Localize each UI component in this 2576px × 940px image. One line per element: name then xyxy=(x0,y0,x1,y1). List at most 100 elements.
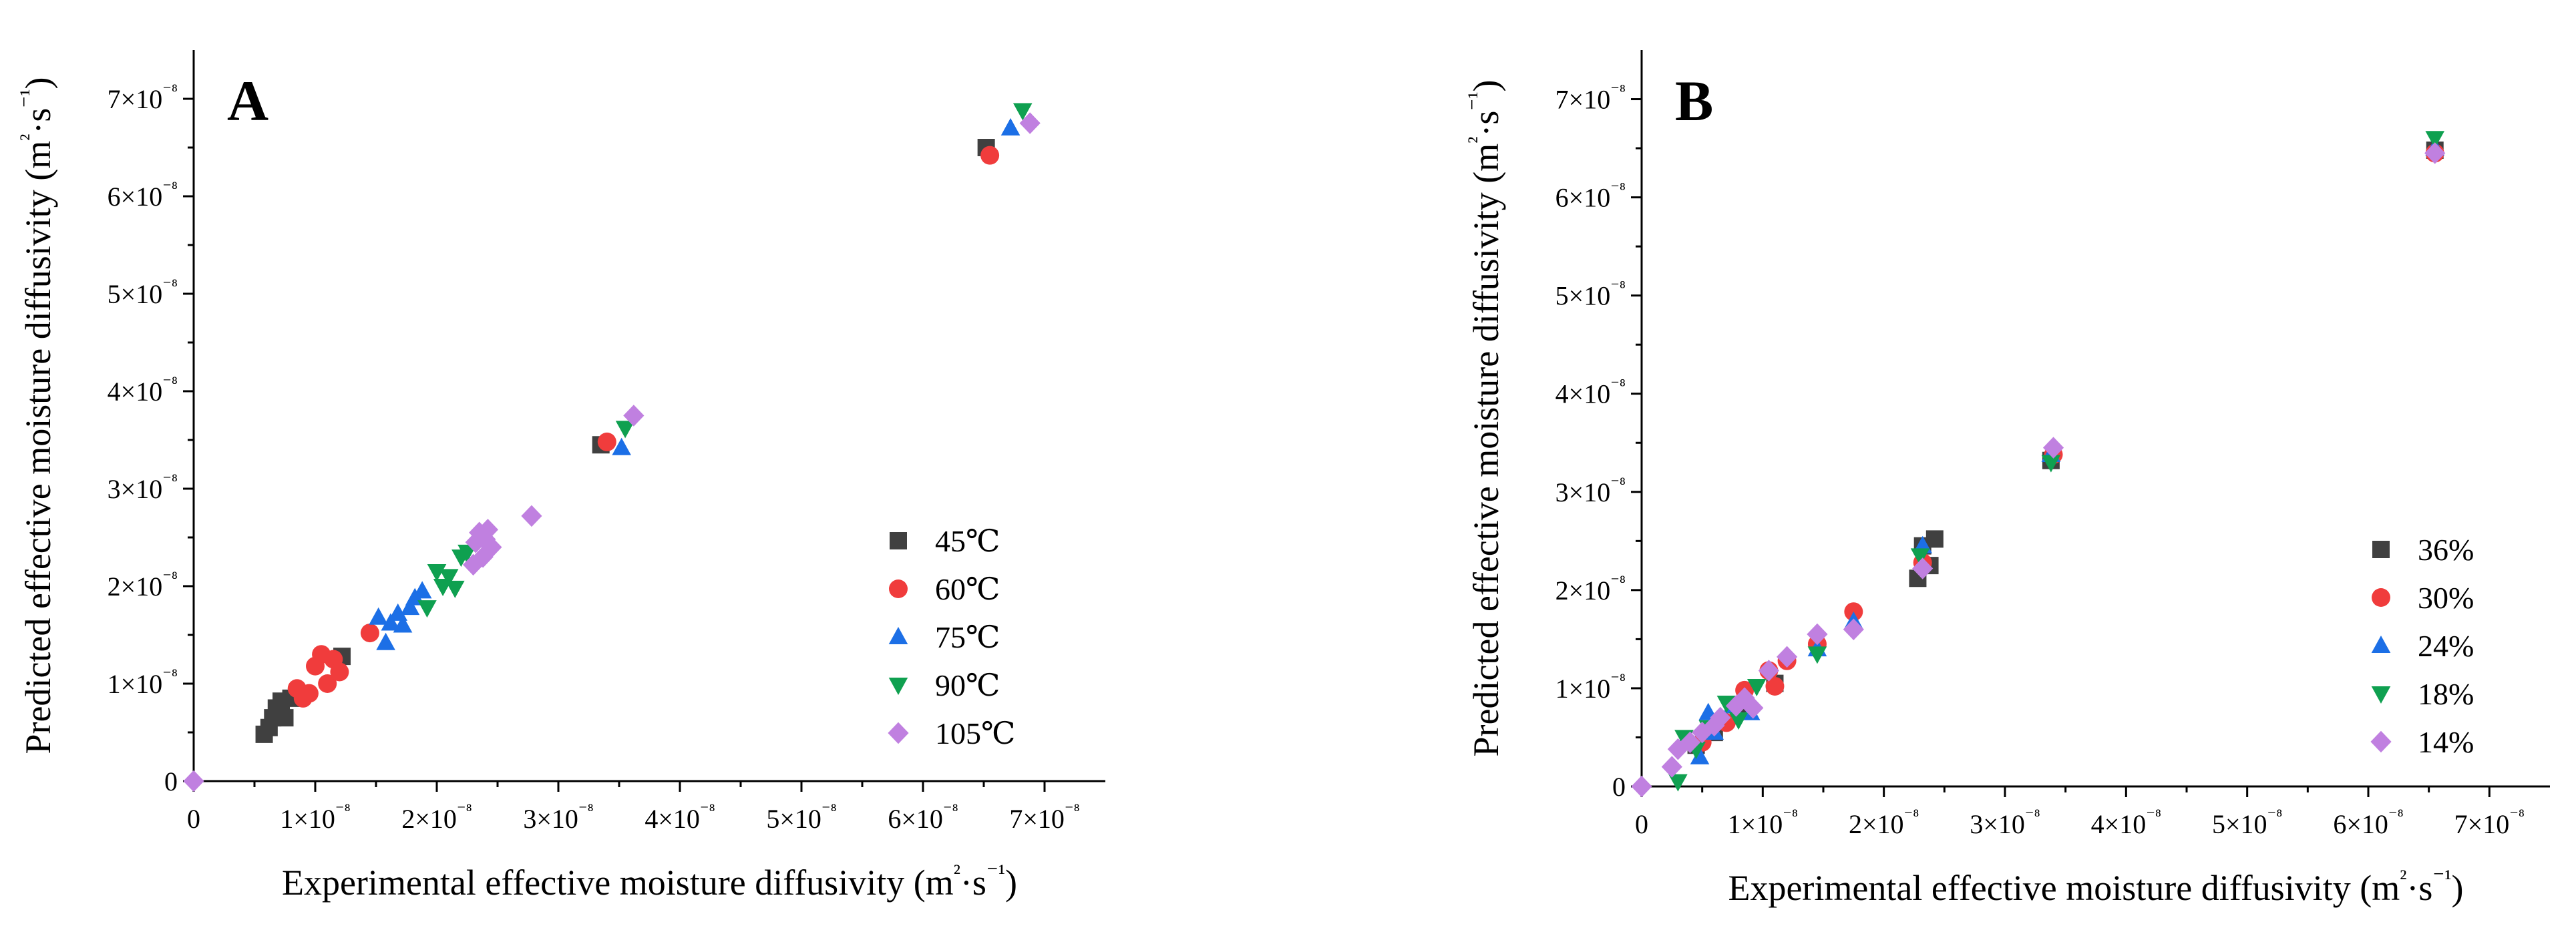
data-point xyxy=(465,531,486,553)
panel-letter: B xyxy=(1675,69,1713,133)
legend-label: 36% xyxy=(2418,533,2474,567)
y-tick-label: 0 xyxy=(1612,772,1626,802)
legend-label: 90℃ xyxy=(935,668,1000,702)
legend-label: 45℃ xyxy=(935,524,1000,558)
data-point xyxy=(318,674,337,693)
x-tick-label: 5×10⁻⁸ xyxy=(766,800,836,834)
y-tick-label: 6×10⁻⁸ xyxy=(1555,180,1626,213)
legend-marker xyxy=(888,722,909,744)
data-point xyxy=(369,607,388,625)
data-point xyxy=(439,569,459,587)
legend-label: 30% xyxy=(2418,581,2474,615)
x-tick-label: 2×10⁻⁸ xyxy=(401,800,472,834)
data-point xyxy=(1661,756,1682,778)
y-tick-label: 3×10⁻⁸ xyxy=(1555,474,1626,507)
data-point xyxy=(597,432,616,451)
data-point xyxy=(477,519,499,541)
legend-marker xyxy=(888,677,908,695)
legend-marker xyxy=(888,627,908,645)
data-point xyxy=(615,421,635,439)
data-point xyxy=(393,615,413,633)
data-point xyxy=(1019,112,1041,134)
data-point xyxy=(521,505,542,527)
data-point xyxy=(427,564,447,582)
data-point xyxy=(1742,697,1764,719)
panel-a: 0 1×10⁻⁸ 2×10⁻⁸ 3×10⁻⁸ 4×10⁻⁸ 5×10⁻⁸ 6×10⁻⁸ 7×1… xyxy=(16,50,1105,903)
legend-label: 18% xyxy=(2418,677,2474,711)
legend-marker xyxy=(2370,730,2392,753)
series-3 xyxy=(369,118,1021,650)
panel-b: 0 1×10⁻⁸ 2×10⁻⁸ 3×10⁻⁸ 4×10⁻⁸ 5×10⁻⁸ 6×10⁻⁸ 7×1… xyxy=(1464,50,2550,908)
data-point xyxy=(481,536,502,558)
legend: 45℃ 60℃ 75℃ 90℃ 105℃ xyxy=(888,524,1015,750)
y-tick-label: 6×10⁻⁸ xyxy=(108,178,178,212)
legend-marker xyxy=(890,532,907,549)
data-point xyxy=(1777,646,1798,668)
data-point xyxy=(1000,118,1021,136)
data-point xyxy=(183,770,204,792)
x-tick-label: 4×10⁻⁸ xyxy=(2091,806,2161,839)
legend-marker xyxy=(889,579,908,598)
x-axis-title: Experimental effective moisture diffusiv… xyxy=(282,861,1017,903)
legend-label: 14% xyxy=(2418,725,2474,759)
y-axis-title: Predicted effective moisture diffusivity… xyxy=(16,77,58,754)
y-tick-label: 4×10⁻⁸ xyxy=(1555,376,1626,409)
data-point xyxy=(1746,678,1767,696)
series-2 xyxy=(1692,144,2444,752)
x-tick-label: 0 xyxy=(187,804,200,834)
data-point xyxy=(1716,695,1736,713)
data-point xyxy=(1668,774,1688,792)
series-1 xyxy=(1687,142,2444,754)
data-point xyxy=(381,613,401,631)
y-tick-label: 5×10⁻⁸ xyxy=(1555,278,1626,311)
data-point xyxy=(475,528,496,551)
series-5 xyxy=(183,112,1041,792)
data-point xyxy=(1925,530,1944,548)
data-point xyxy=(1912,557,1934,579)
data-point xyxy=(1679,731,1701,754)
data-point xyxy=(1631,775,1652,798)
legend-label: 75℃ xyxy=(935,620,1000,654)
panel-letter: A xyxy=(227,69,268,133)
data-point xyxy=(612,437,631,455)
data-point xyxy=(412,581,432,599)
data-point xyxy=(1843,618,1864,640)
series-2 xyxy=(287,146,1000,708)
legend-label: 24% xyxy=(2418,629,2474,663)
x-tick-label: 7×10⁻⁸ xyxy=(1009,800,1079,834)
data-point xyxy=(1013,103,1033,121)
x-tick-label: 5×10⁻⁸ xyxy=(2212,806,2282,839)
legend-label: 60℃ xyxy=(935,572,1000,606)
data-point xyxy=(1807,623,1828,646)
data-point xyxy=(330,662,349,682)
x-tick-label: 6×10⁻⁸ xyxy=(2333,806,2403,839)
data-point xyxy=(2425,131,2445,149)
y-tick-label: 0 xyxy=(164,766,178,796)
data-point xyxy=(1690,746,1710,764)
y-tick-label: 7×10⁻⁸ xyxy=(1555,81,1626,115)
series-4 xyxy=(1668,131,2445,792)
legend-marker xyxy=(2372,588,2390,607)
y-tick-label: 2×10⁻⁸ xyxy=(1555,572,1626,606)
data-point xyxy=(376,632,395,650)
data-point xyxy=(1728,712,1749,730)
legend: 36% 30% 24% 18% 14% xyxy=(2370,533,2474,759)
series-1 xyxy=(255,139,995,743)
y-tick-label: 1×10⁻⁸ xyxy=(108,666,178,699)
data-point xyxy=(2042,437,2064,459)
x-axis-title: Experimental effective moisture diffusiv… xyxy=(1728,866,2463,908)
data-point xyxy=(417,600,437,618)
data-point xyxy=(472,545,494,568)
y-tick-label: 7×10⁻⁸ xyxy=(108,81,178,114)
legend-marker xyxy=(2371,686,2391,704)
data-point xyxy=(299,684,319,703)
x-tick-label: 4×10⁻⁸ xyxy=(645,800,715,834)
x-tick-label: 0 xyxy=(1635,809,1648,839)
data-point xyxy=(2424,142,2446,164)
x-tick-label: 3×10⁻⁸ xyxy=(523,800,593,834)
data-point xyxy=(463,553,484,576)
x-tick-label: 6×10⁻⁸ xyxy=(888,800,958,834)
legend-label: 105℃ xyxy=(935,716,1015,750)
data-point xyxy=(1710,706,1731,729)
